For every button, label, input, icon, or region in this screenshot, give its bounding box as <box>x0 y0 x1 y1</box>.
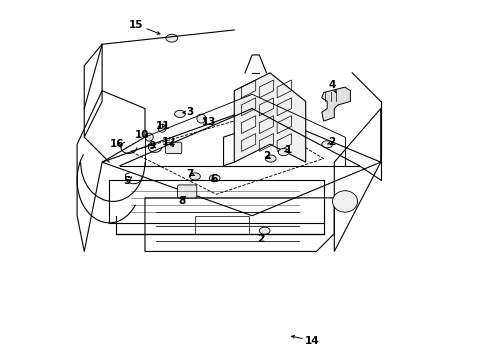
Ellipse shape <box>166 34 178 42</box>
Ellipse shape <box>322 141 333 148</box>
Text: 7: 7 <box>186 168 194 179</box>
Text: 15: 15 <box>129 19 143 30</box>
Text: 4: 4 <box>329 80 336 90</box>
Text: 14: 14 <box>305 336 319 346</box>
Ellipse shape <box>209 175 220 182</box>
Ellipse shape <box>190 173 200 180</box>
Ellipse shape <box>259 227 270 234</box>
Text: 10: 10 <box>135 130 150 140</box>
Ellipse shape <box>266 155 276 162</box>
Text: 2: 2 <box>257 234 265 244</box>
Text: 6: 6 <box>210 174 217 184</box>
Circle shape <box>197 114 206 123</box>
Text: 2: 2 <box>263 151 270 161</box>
Bar <box>195 216 248 234</box>
Ellipse shape <box>333 191 358 212</box>
Polygon shape <box>234 73 306 162</box>
Text: 16: 16 <box>110 139 124 149</box>
Text: 13: 13 <box>202 117 217 127</box>
Circle shape <box>145 133 153 141</box>
Text: 8: 8 <box>179 196 186 206</box>
Text: 2: 2 <box>328 138 335 148</box>
Text: 5: 5 <box>123 176 130 186</box>
Ellipse shape <box>278 149 289 156</box>
Text: 11: 11 <box>156 121 171 131</box>
Text: 9: 9 <box>148 141 156 151</box>
Text: 3: 3 <box>186 107 193 117</box>
FancyBboxPatch shape <box>165 142 182 153</box>
Circle shape <box>158 124 166 132</box>
Ellipse shape <box>174 111 185 117</box>
Text: 1: 1 <box>285 145 292 155</box>
Text: 12: 12 <box>162 138 176 148</box>
Polygon shape <box>322 87 350 121</box>
FancyBboxPatch shape <box>177 185 197 198</box>
